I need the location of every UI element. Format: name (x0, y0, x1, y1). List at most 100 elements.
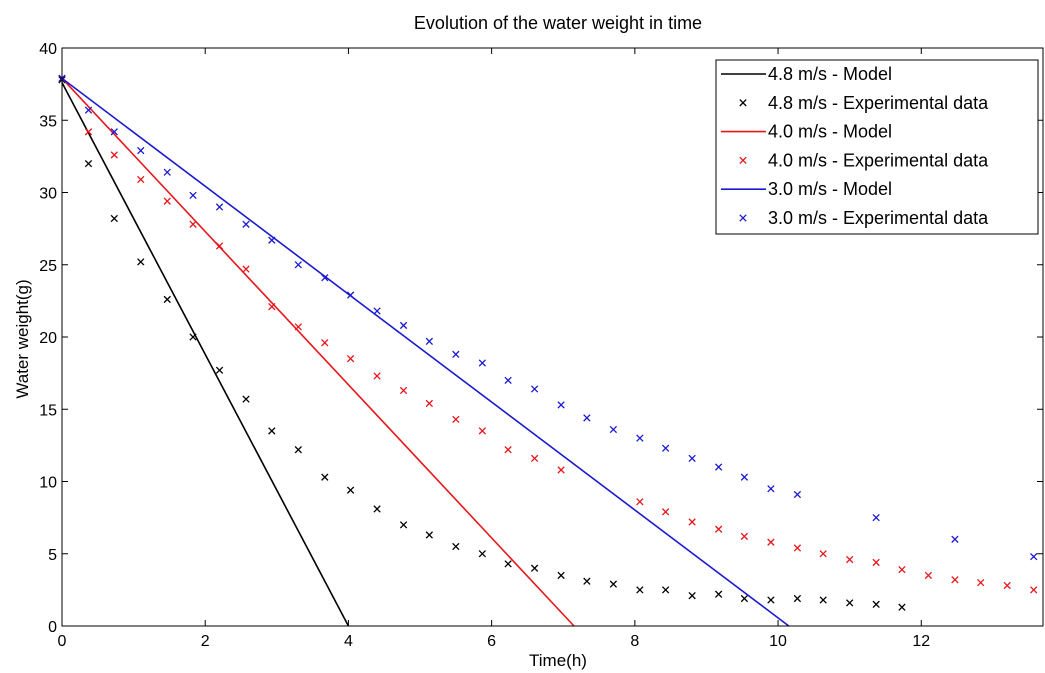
data-point-marker (478, 359, 486, 367)
data-point-marker (872, 558, 880, 567)
data-point-marker (189, 333, 197, 341)
legend-marker-swatch (739, 99, 747, 107)
data-point-marker (819, 550, 827, 558)
legend-label: 4.0 m/s - Experimental data (768, 150, 989, 170)
data-point-marker (767, 538, 775, 546)
data-point-marker (163, 168, 171, 176)
legend-item: 4.8 m/s - Experimental data (739, 93, 989, 113)
legend-item: 4.0 m/s - Model (721, 122, 892, 142)
data-point-marker (189, 191, 197, 200)
data-point-marker (530, 564, 539, 572)
data-point-marker (84, 106, 93, 114)
data-point-marker (557, 401, 565, 409)
data-point-marker (557, 571, 565, 580)
data-point-marker (215, 242, 224, 250)
data-point-marker (504, 446, 512, 454)
data-point-marker (951, 576, 959, 584)
data-point-marker (1030, 586, 1038, 594)
series-markers-3-0-m-s-experimental-data (58, 74, 1038, 561)
data-point-marker (84, 128, 93, 136)
y-tick-label: 0 (48, 619, 57, 636)
data-point-marker (137, 146, 145, 155)
legend-label: 3.0 m/s - Experimental data (768, 208, 989, 228)
x-tick-label: 8 (630, 633, 639, 650)
data-point-marker (478, 550, 486, 558)
data-point-marker (189, 220, 197, 228)
data-point-marker (688, 591, 696, 600)
legend-item: 3.0 m/s - Model (721, 179, 892, 199)
data-point-marker (110, 214, 118, 223)
data-point-marker (110, 151, 118, 159)
data-point-marker (321, 473, 329, 481)
data-point-marker (242, 395, 250, 403)
data-point-marker (242, 265, 250, 273)
data-point-marker (425, 399, 433, 408)
data-point-marker (452, 415, 460, 424)
y-tick-label: 30 (39, 186, 57, 203)
y-tick-label: 40 (39, 41, 57, 58)
data-point-marker (504, 560, 512, 568)
data-point-marker (268, 236, 276, 244)
data-point-marker (557, 466, 565, 474)
data-point-marker (740, 594, 749, 603)
data-point-marker (346, 486, 355, 494)
data-point-marker (898, 603, 906, 611)
data-point-marker (636, 498, 644, 506)
legend-label: 4.0 m/s - Model (768, 122, 892, 142)
y-tick-label: 15 (39, 402, 57, 419)
data-point-marker (294, 446, 302, 454)
data-point-marker (636, 434, 644, 442)
data-point-marker (793, 490, 802, 499)
data-point-marker (714, 463, 723, 471)
data-point-marker (425, 337, 433, 345)
data-point-marker (399, 321, 408, 330)
data-point-marker (373, 307, 381, 315)
data-point-marker (504, 376, 512, 385)
series-line-3-0-m-s-model (61, 77, 790, 627)
data-point-marker (294, 323, 302, 331)
chart-title: Evolution of the water weight in time (414, 13, 702, 33)
data-point-marker (846, 599, 854, 607)
data-point-marker (661, 586, 670, 594)
data-point-marker (268, 427, 276, 435)
x-axis-label: Time(h) (529, 651, 587, 670)
data-point-marker (661, 444, 670, 452)
y-tick-label: 10 (39, 475, 57, 492)
data-point-marker (399, 521, 408, 529)
data-point-marker (399, 386, 408, 395)
legend-marker-swatch (739, 214, 747, 222)
series-layer (58, 74, 1038, 627)
y-tick-label: 20 (39, 330, 57, 347)
data-point-marker (137, 258, 145, 266)
legend: 4.8 m/s - Model 4.8 m/s - Experimental da… (715, 59, 1039, 235)
data-point-marker (767, 485, 775, 493)
data-point-marker (321, 274, 329, 282)
legend-item: 3.0 m/s - Experimental data (739, 208, 989, 228)
data-point-marker (767, 596, 775, 604)
series-markers-4-8-m-s-experimental-data (58, 76, 906, 611)
data-point-marker (924, 571, 933, 580)
x-tick-label: 4 (344, 633, 353, 650)
data-point-marker (688, 454, 696, 463)
data-point-marker (583, 577, 591, 585)
data-point-marker (478, 427, 486, 435)
data-point-marker (215, 366, 224, 374)
x-tick-label: 10 (769, 633, 787, 650)
x-tick-label: 12 (912, 633, 930, 650)
data-point-marker (425, 531, 433, 539)
data-point-marker (215, 203, 224, 211)
data-point-marker (163, 197, 171, 205)
data-point-marker (373, 372, 381, 380)
data-point-marker (110, 128, 118, 136)
legend-item: 4.8 m/s - Model (721, 64, 892, 84)
data-point-marker (346, 291, 355, 299)
series-line-4-8-m-s-model (61, 82, 350, 627)
legend-label: 4.8 m/s - Experimental data (768, 93, 989, 113)
data-point-marker (951, 535, 959, 543)
x-tick-label: 6 (487, 633, 496, 650)
data-point-marker (1003, 581, 1011, 590)
data-point-marker (373, 505, 381, 513)
data-point-marker (714, 590, 723, 598)
data-point-marker (636, 586, 644, 594)
y-tick-label: 25 (39, 258, 57, 275)
